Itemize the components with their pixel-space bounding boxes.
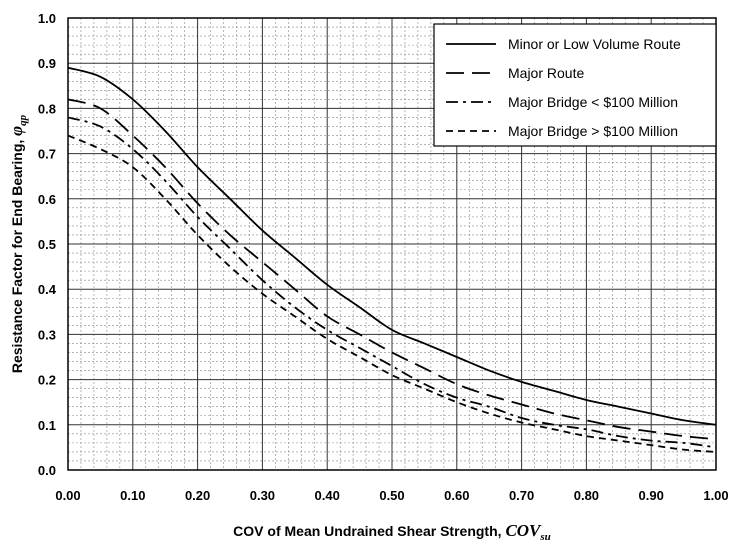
y-tick-label: 0.2 <box>38 373 56 388</box>
y-tick-label: 0.3 <box>38 327 56 342</box>
y-tick-label: 0.9 <box>38 56 56 71</box>
y-tick-label: 0.8 <box>38 101 56 116</box>
x-tick-label: 0.90 <box>639 488 664 503</box>
x-tick-label: 1.00 <box>703 488 728 503</box>
x-tick-label: 0.80 <box>574 488 599 503</box>
x-tick-label: 0.60 <box>444 488 469 503</box>
x-tick-label: 0.10 <box>120 488 145 503</box>
y-tick-label: 0.0 <box>38 463 56 478</box>
legend-items: Minor or Low Volume Route Major Route Majo… <box>446 36 681 139</box>
legend-label-4: Major Bridge > $100 Million <box>508 123 678 139</box>
x-tick-label: 0.20 <box>185 488 210 503</box>
y-tick-label: 0.7 <box>38 147 56 162</box>
legend-label-3: Major Bridge < $100 Million <box>508 94 678 110</box>
legend: Minor or Low Volume Route Major Route Majo… <box>433 23 717 147</box>
y-axis-title: Resistance Factor for End Bearing, φqp <box>7 114 29 373</box>
legend-label-1: Minor or Low Volume Route <box>508 36 681 52</box>
y-tick-label: 0.6 <box>38 192 56 207</box>
series-line-2 <box>67 98 717 441</box>
x-tick-label: 0.40 <box>315 488 340 503</box>
legend-label-2: Major Route <box>508 65 584 81</box>
y-tick-labels: 0.0 0.1 0.2 0.3 0.4 0.5 0.6 0.7 0.8 0.9 1.0 <box>38 11 57 478</box>
x-tick-label: 0.30 <box>250 488 275 503</box>
y-tick-label: 0.1 <box>38 418 56 433</box>
series-line-1 <box>67 66 717 426</box>
series-line-3 <box>67 116 717 449</box>
plot-border <box>67 17 717 471</box>
x-axis-title: COV of Mean Undrained Shear Strength, CO… <box>233 521 551 543</box>
x-tick-label: 0.70 <box>509 488 534 503</box>
x-tick-label: 0.00 <box>55 488 80 503</box>
series-layer <box>67 66 717 453</box>
y-tick-label: 0.5 <box>38 237 56 252</box>
y-tick-label: 1.0 <box>38 11 56 26</box>
y-tick-label: 0.4 <box>38 282 57 297</box>
x-tick-label: 0.50 <box>379 488 404 503</box>
x-tick-labels: 0.00 0.10 0.20 0.30 0.40 0.50 0.60 0.70 0.80 0.90… <box>55 488 728 503</box>
